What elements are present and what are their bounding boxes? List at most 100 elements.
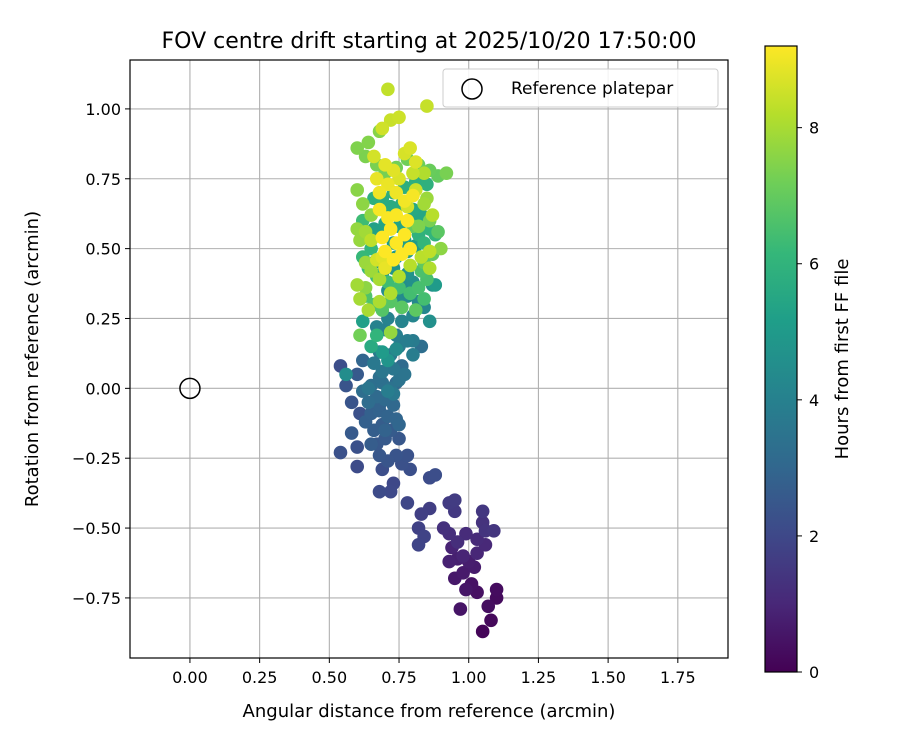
data-point — [350, 141, 365, 155]
data-point — [361, 395, 376, 410]
data-point — [459, 582, 473, 597]
colorbar-tick-label: 0 — [809, 663, 819, 682]
data-point — [389, 185, 404, 200]
data-point — [350, 367, 365, 382]
data-point — [422, 314, 437, 329]
data-point — [470, 532, 484, 547]
data-point — [339, 378, 353, 393]
data-point — [350, 183, 365, 197]
data-point — [375, 121, 390, 136]
colorbar-label: Hours from first FF file — [832, 259, 853, 460]
data-point — [344, 426, 359, 440]
data-point — [397, 227, 412, 242]
data-point — [392, 110, 406, 125]
data-point — [372, 185, 387, 200]
data-point — [425, 208, 440, 222]
x-tick-label: 0.75 — [381, 668, 417, 687]
data-point — [353, 292, 367, 306]
grid-lines — [130, 60, 728, 658]
data-point — [375, 230, 390, 245]
data-point — [378, 423, 392, 438]
data-point — [403, 258, 417, 273]
data-point — [355, 197, 370, 211]
colorbar: 0 2 4 6 8 Hours from first FF file — [764, 45, 853, 682]
data-point — [434, 241, 448, 256]
data-point — [372, 294, 387, 309]
x-tick-label: 1.00 — [451, 668, 487, 687]
data-point — [372, 448, 387, 463]
data-point — [403, 241, 417, 256]
data-point — [400, 448, 415, 463]
colorbar-tick-label: 6 — [809, 255, 819, 274]
x-tick-label: 1.75 — [660, 668, 696, 687]
data-point — [364, 233, 378, 248]
data-point — [350, 278, 365, 292]
x-tick-label: 1.50 — [590, 668, 626, 687]
data-point — [484, 613, 498, 628]
y-tick-label: −0.75 — [72, 589, 121, 608]
data-point — [406, 188, 420, 203]
data-point — [369, 328, 384, 343]
colorbar-gradient — [764, 45, 798, 673]
x-tick-label: 0.00 — [172, 668, 208, 687]
legend-marker-icon — [461, 78, 483, 100]
data-point — [428, 468, 443, 482]
legend-entry-reference-platepar: Reference platepar — [511, 79, 673, 99]
data-point — [487, 524, 501, 538]
data-point — [369, 171, 384, 186]
data-point — [383, 325, 398, 340]
legend: Reference platepar — [442, 68, 719, 108]
data-point — [375, 345, 390, 359]
data-point — [383, 222, 398, 236]
data-point — [389, 208, 404, 222]
data-point — [408, 303, 423, 317]
data-point — [456, 565, 470, 580]
data-point — [333, 445, 348, 460]
legend-box — [442, 68, 719, 108]
data-point — [395, 300, 409, 315]
data-point — [450, 535, 465, 549]
scatter-points — [333, 82, 504, 639]
data-point — [381, 384, 395, 398]
y-axis-label: Rotation from reference (arcmin) — [22, 211, 43, 507]
data-point — [417, 197, 431, 211]
y-tick-label: 0.50 — [85, 240, 121, 259]
data-point — [355, 314, 370, 329]
data-point — [408, 155, 423, 169]
data-point — [364, 264, 378, 278]
data-point — [422, 261, 437, 275]
colorbar-tick-label: 4 — [809, 391, 819, 410]
y-tick-label: 0.25 — [85, 309, 121, 328]
data-point — [447, 493, 462, 507]
data-point — [367, 356, 381, 370]
data-point — [339, 367, 353, 382]
data-point — [481, 599, 496, 614]
data-point — [431, 225, 445, 239]
data-point — [436, 521, 451, 535]
x-tick-label: 0.50 — [312, 668, 348, 687]
data-point — [400, 334, 415, 348]
data-point — [355, 353, 370, 368]
data-point — [439, 166, 454, 180]
data-point — [378, 261, 392, 275]
data-point — [361, 135, 376, 150]
chart-title: FOV centre drift starting at 2025/10/20 … — [162, 29, 697, 54]
y-tick-label: 0.75 — [85, 170, 121, 189]
data-point — [381, 177, 395, 192]
data-point — [414, 507, 429, 521]
data-point — [406, 348, 420, 362]
data-point — [406, 166, 420, 180]
data-point — [364, 437, 378, 452]
y-tick-label: 1.00 — [85, 100, 121, 119]
colorbar-tick-label: 2 — [809, 527, 819, 546]
data-point — [378, 157, 392, 172]
data-point — [353, 328, 367, 343]
plot-frame — [129, 59, 729, 659]
data-point — [361, 303, 376, 317]
data-point — [400, 213, 415, 228]
colorbar-ticks: 0 2 4 6 8 — [797, 119, 819, 682]
data-point — [475, 504, 490, 519]
y-tick-label: 0.00 — [85, 379, 121, 398]
data-point — [395, 314, 409, 329]
